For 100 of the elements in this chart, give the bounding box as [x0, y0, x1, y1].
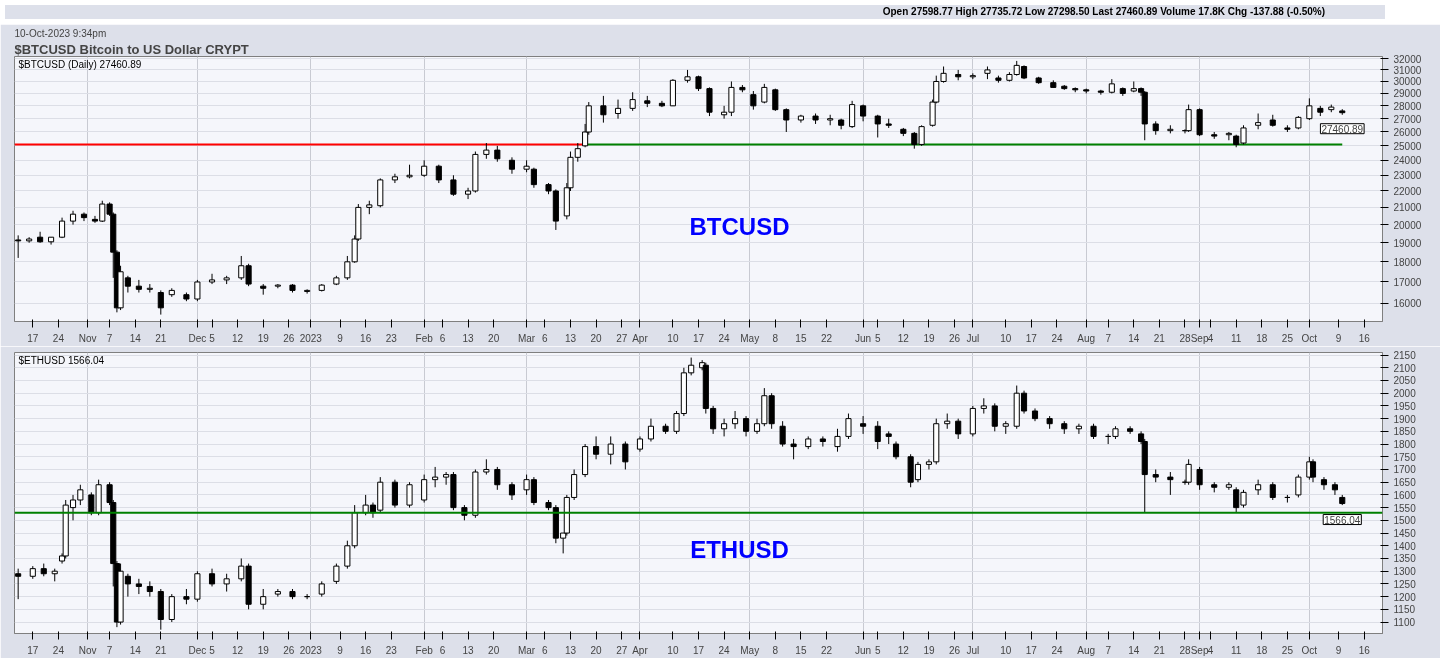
y-tick-label: 22000 [1393, 185, 1422, 197]
candlestick [1185, 458, 1192, 486]
y-tick-label: 27000 [1393, 113, 1422, 125]
x-tick-label: May [740, 332, 760, 344]
x-tick-label: 12 [897, 644, 910, 656]
y-tick-label: 30000 [1393, 76, 1422, 88]
candlestick [647, 418, 655, 442]
x-tick-label: 13 [564, 644, 577, 656]
y-tick-label: 1950 [1393, 400, 1417, 412]
candlestick [732, 410, 739, 430]
candlestick [1196, 466, 1203, 491]
x-tick-label: 17 [1025, 644, 1038, 656]
y-tick-label: 23000 [1393, 170, 1422, 182]
x-tick-label: 9 [337, 644, 344, 656]
candlestick [834, 428, 841, 453]
y-tick-label: 20000 [1393, 219, 1422, 231]
candlestick [304, 288, 311, 295]
x-tick-label: 9 [337, 332, 344, 344]
x-tick-label: 14 [129, 332, 142, 344]
y-tick-label: 1800 [1393, 439, 1417, 451]
x-tick-label: Apr [632, 644, 649, 656]
candlestick [860, 415, 867, 435]
x-tick-label: Oct [1301, 644, 1318, 656]
x-tick-label: 26 [283, 644, 295, 656]
x-tick-label: 10 [667, 644, 679, 656]
y-tick-label: 1250 [1393, 578, 1417, 590]
x-tick-label: 13 [462, 644, 475, 656]
y-tick-label: 21000 [1393, 202, 1422, 214]
candlestick [1255, 479, 1262, 496]
x-tick-label: Mar [517, 332, 536, 344]
candlestick [849, 100, 856, 129]
candlestick [629, 91, 636, 112]
x-tick-label: May [740, 644, 760, 656]
y-tick-label: 25000 [1393, 140, 1422, 152]
x-tick-label: 20 [590, 644, 603, 656]
y-tick-label: 1200 [1393, 591, 1417, 603]
x-tick-label: 2023 [299, 644, 323, 656]
candlestick [955, 418, 962, 440]
x-tick-label: 20 [488, 332, 500, 344]
x-tick-label: 28 [1179, 644, 1191, 656]
x-tick-label: 20 [590, 332, 603, 344]
y-tick-label: 29000 [1393, 88, 1422, 100]
candlestick [750, 90, 757, 111]
y-tick-label: 18000 [1393, 256, 1422, 268]
x-tick-label: Nov [78, 332, 97, 344]
candlestick [1225, 131, 1232, 141]
candlestick [494, 466, 501, 491]
candlestick [779, 420, 786, 448]
x-tick-label: 9 [1335, 332, 1342, 344]
y-tick-label: 19000 [1393, 237, 1422, 249]
x-tick-label: 10 [1000, 332, 1012, 344]
y-tick-label: 17000 [1393, 276, 1422, 288]
annotation: $ETHUSD 1566.04 [18, 354, 105, 366]
y-tick-label: 1350 [1393, 553, 1417, 565]
y-tick-label: 1900 [1393, 413, 1417, 425]
candlestick [819, 435, 826, 448]
x-tick-label: 18 [1256, 332, 1268, 344]
y-tick-label: 28000 [1393, 100, 1422, 112]
candlestick [421, 474, 428, 504]
candlestick [432, 466, 439, 488]
candlestick [168, 593, 175, 623]
annotation: ETHUSD [690, 535, 789, 563]
x-tick-label: Oct [1301, 332, 1318, 344]
annotation: 27460.89 [1321, 123, 1364, 135]
candlestick [530, 167, 537, 189]
x-tick-label: 6 [439, 332, 446, 344]
y-tick-label: 1300 [1393, 566, 1417, 578]
y-tick-label: 32000 [1393, 53, 1422, 65]
y-tick-label: 16000 [1393, 298, 1422, 310]
x-tick-label: 9 [1335, 644, 1342, 656]
x-tick-label: 13 [564, 332, 577, 344]
candlestick [194, 279, 201, 302]
candlestick [333, 563, 340, 585]
x-tick-label: 4 [1207, 644, 1214, 656]
x-tick-label: 26 [948, 644, 961, 656]
x-tick-label: 21 [1153, 332, 1166, 344]
y-tick-label: 2000 [1393, 388, 1417, 400]
x-tick-label: 12 [232, 332, 244, 344]
x-tick-label: 11 [1231, 644, 1242, 656]
x-tick-label: 26 [283, 332, 295, 344]
x-tick-label: 25 [1281, 644, 1294, 656]
x-tick-label: Feb [415, 332, 434, 344]
candlestick [991, 402, 998, 432]
candlestick [135, 578, 142, 595]
candlestick [706, 86, 713, 117]
x-tick-label: 16 [1358, 332, 1371, 344]
candlestick [742, 415, 750, 437]
y-tick-label: 1550 [1393, 502, 1417, 514]
x-tick-label: Jun [855, 332, 872, 344]
x-tick-label: 24 [1051, 332, 1063, 344]
x-tick-label: 25 [1281, 332, 1294, 344]
x-tick-label: 24 [52, 644, 65, 656]
candlestick [15, 234, 22, 259]
x-tick-label: 15 [795, 332, 807, 344]
x-tick-label: 14 [1128, 332, 1140, 344]
x-tick-label: 24 [52, 332, 65, 344]
x-tick-label: 21 [155, 332, 167, 344]
y-tick-label: 1500 [1393, 515, 1417, 527]
candlestick [1255, 112, 1262, 130]
x-tick-label: 5 [874, 332, 881, 344]
